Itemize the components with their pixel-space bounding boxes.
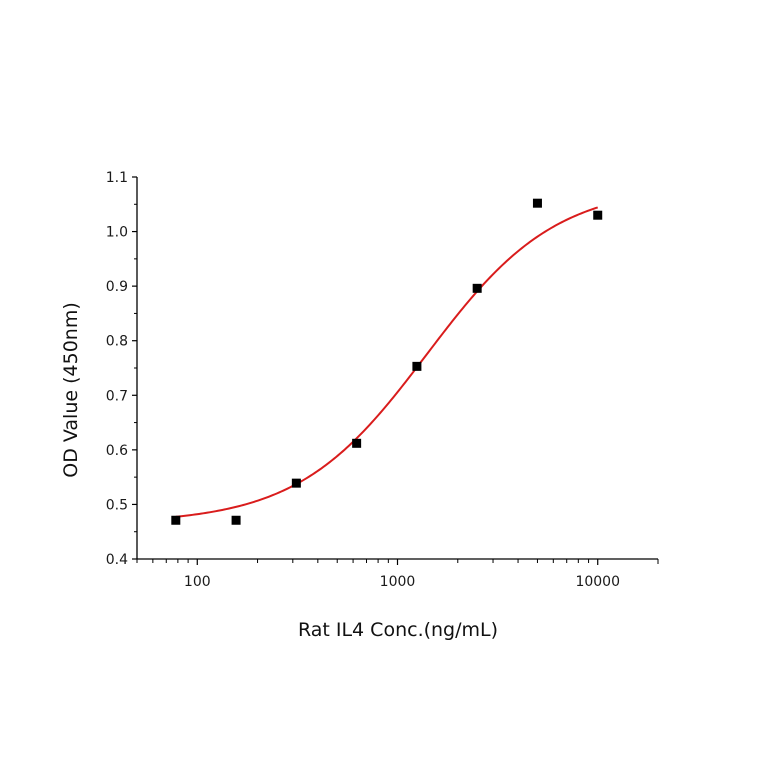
x-tick-label: 10000 <box>575 574 620 590</box>
data-point <box>532 198 542 208</box>
data-point <box>472 283 482 293</box>
axes: 0.4 0.5 0.6 0.7 0.8 0.9 1.0 1.1 100 1000 10000 <box>106 170 659 590</box>
y-tick-label: 0.4 <box>106 552 128 568</box>
data-point <box>352 438 362 448</box>
x-tick-label: 100 <box>184 574 211 590</box>
y-axis-title: OD Value (450nm) <box>60 302 82 477</box>
x-tick-label: 1000 <box>380 574 416 590</box>
fit-curve <box>175 206 599 518</box>
y-tick-label: 1.1 <box>106 170 128 186</box>
data-points <box>171 198 603 525</box>
data-point <box>412 361 422 371</box>
y-tick-label: 0.7 <box>106 388 128 404</box>
x-axis-title: Rat IL4 Conc.(ng/mL) <box>298 619 498 641</box>
y-tick-label: 0.5 <box>106 497 128 513</box>
data-point <box>231 515 241 525</box>
y-tick-label: 0.9 <box>106 279 128 295</box>
y-tick-label: 0.6 <box>106 443 128 459</box>
y-tick-label: 1.0 <box>106 225 128 241</box>
data-point <box>593 210 603 220</box>
data-point <box>291 478 301 488</box>
data-point <box>171 515 181 525</box>
y-tick-label: 0.8 <box>106 334 128 350</box>
